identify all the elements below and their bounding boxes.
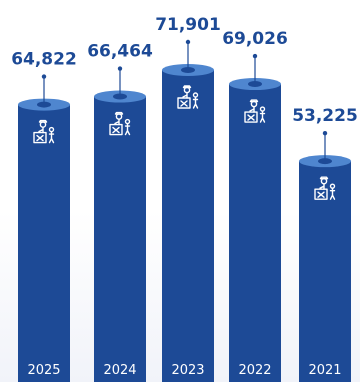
- label-connector-dot: [252, 53, 258, 59]
- bar-2023: 71,901 2023: [155, 15, 221, 382]
- customs-officer-icon: [109, 111, 131, 136]
- label-connector-dot: [322, 130, 328, 136]
- bar-2021: 53,225 2021: [292, 106, 358, 382]
- year-label: 2023: [171, 363, 204, 378]
- value-label: 69,026: [222, 29, 288, 49]
- bar-top-hole: [248, 81, 262, 88]
- customs-officer-icon: [33, 119, 55, 144]
- year-label: 2021: [308, 363, 341, 378]
- year-label: 2025: [27, 363, 60, 378]
- bar-body: [18, 104, 70, 382]
- bar-top-hole: [181, 67, 195, 73]
- bar-2022: 69,026 2022: [222, 29, 288, 382]
- value-label: 64,822: [11, 50, 77, 70]
- bar-top-hole: [113, 93, 127, 100]
- customs-officer-icon: [177, 85, 199, 109]
- bar-body: [94, 96, 146, 382]
- bar-body: [229, 84, 281, 382]
- label-connector-dot: [41, 74, 47, 79]
- customs-officer-icon: [244, 99, 266, 123]
- year-label: 2022: [238, 363, 271, 378]
- bar-top-hole: [37, 101, 51, 108]
- value-label: 53,225: [292, 106, 358, 126]
- bar-2024: 66,464 2024: [87, 42, 153, 382]
- label-connector-dot: [117, 66, 123, 71]
- bar-body: [162, 70, 214, 382]
- value-label: 71,901: [155, 15, 221, 35]
- year-label: 2024: [103, 363, 136, 378]
- bar-top-hole: [318, 158, 332, 165]
- bar-body: [299, 161, 351, 382]
- customs-officer-icon: [314, 176, 336, 200]
- label-connector-dot: [185, 39, 191, 45]
- value-label: 66,464: [87, 42, 153, 62]
- bar-2025: 64,822 2025: [11, 50, 77, 382]
